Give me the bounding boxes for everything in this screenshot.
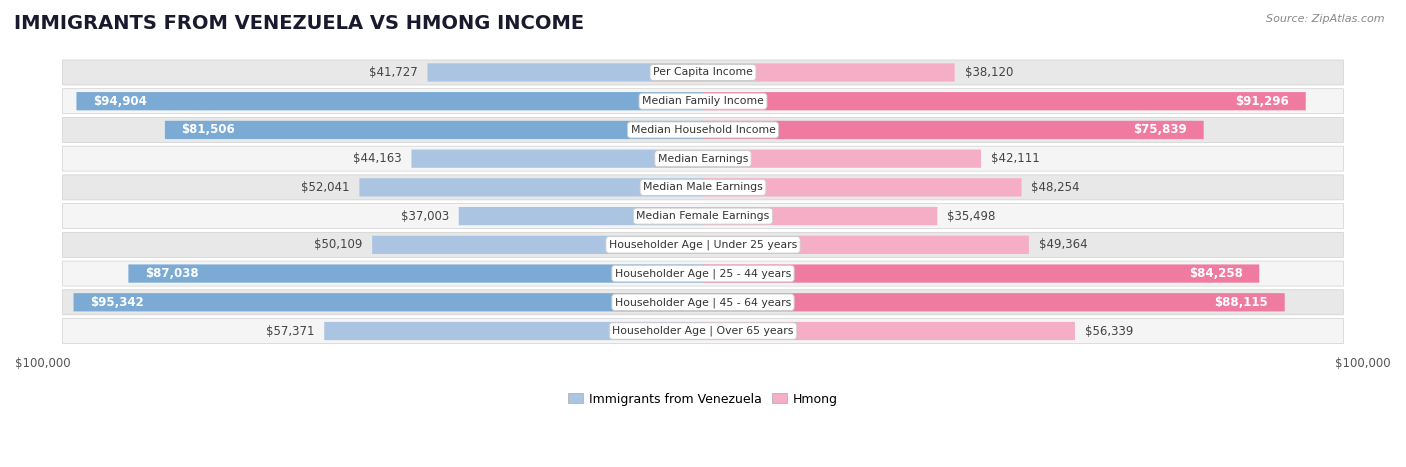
Text: Householder Age | 45 - 64 years: Householder Age | 45 - 64 years [614, 297, 792, 308]
Text: Householder Age | Under 25 years: Householder Age | Under 25 years [609, 240, 797, 250]
FancyBboxPatch shape [63, 233, 1343, 257]
Text: Median Household Income: Median Household Income [630, 125, 776, 135]
FancyBboxPatch shape [63, 89, 1343, 113]
FancyBboxPatch shape [76, 92, 703, 110]
FancyBboxPatch shape [165, 121, 703, 139]
FancyBboxPatch shape [427, 64, 703, 82]
Legend: Immigrants from Venezuela, Hmong: Immigrants from Venezuela, Hmong [562, 388, 844, 410]
Text: Median Male Earnings: Median Male Earnings [643, 183, 763, 192]
Text: IMMIGRANTS FROM VENEZUELA VS HMONG INCOME: IMMIGRANTS FROM VENEZUELA VS HMONG INCOM… [14, 14, 583, 33]
Text: $42,111: $42,111 [991, 152, 1039, 165]
Text: $48,254: $48,254 [1032, 181, 1080, 194]
Text: $94,904: $94,904 [93, 95, 146, 108]
FancyBboxPatch shape [412, 149, 703, 168]
Text: $87,038: $87,038 [145, 267, 198, 280]
FancyBboxPatch shape [703, 293, 1285, 311]
Text: $50,109: $50,109 [314, 238, 363, 251]
FancyBboxPatch shape [63, 290, 1343, 315]
Text: Median Family Income: Median Family Income [643, 96, 763, 106]
FancyBboxPatch shape [703, 236, 1029, 254]
FancyBboxPatch shape [703, 322, 1076, 340]
Text: $88,115: $88,115 [1215, 296, 1268, 309]
FancyBboxPatch shape [703, 178, 1022, 197]
FancyBboxPatch shape [63, 146, 1343, 171]
FancyBboxPatch shape [63, 60, 1343, 85]
Text: $95,342: $95,342 [90, 296, 143, 309]
FancyBboxPatch shape [703, 121, 1204, 139]
Text: $35,498: $35,498 [948, 210, 995, 223]
FancyBboxPatch shape [360, 178, 703, 197]
Text: $49,364: $49,364 [1039, 238, 1087, 251]
Text: $57,371: $57,371 [266, 325, 315, 338]
Text: $84,258: $84,258 [1189, 267, 1243, 280]
FancyBboxPatch shape [703, 207, 938, 225]
FancyBboxPatch shape [63, 204, 1343, 229]
FancyBboxPatch shape [703, 64, 955, 82]
Text: Median Earnings: Median Earnings [658, 154, 748, 163]
FancyBboxPatch shape [63, 117, 1343, 142]
Text: Median Female Earnings: Median Female Earnings [637, 211, 769, 221]
Text: Source: ZipAtlas.com: Source: ZipAtlas.com [1267, 14, 1385, 24]
FancyBboxPatch shape [703, 149, 981, 168]
FancyBboxPatch shape [128, 264, 703, 283]
FancyBboxPatch shape [73, 293, 703, 311]
FancyBboxPatch shape [373, 236, 703, 254]
FancyBboxPatch shape [458, 207, 703, 225]
Text: Householder Age | Over 65 years: Householder Age | Over 65 years [612, 326, 794, 336]
Text: $81,506: $81,506 [181, 123, 235, 136]
Text: $52,041: $52,041 [301, 181, 350, 194]
FancyBboxPatch shape [63, 175, 1343, 200]
Text: $75,839: $75,839 [1133, 123, 1187, 136]
Text: $38,120: $38,120 [965, 66, 1012, 79]
FancyBboxPatch shape [703, 264, 1260, 283]
Text: $37,003: $37,003 [401, 210, 449, 223]
Text: Householder Age | 25 - 44 years: Householder Age | 25 - 44 years [614, 269, 792, 279]
FancyBboxPatch shape [63, 318, 1343, 344]
Text: $41,727: $41,727 [368, 66, 418, 79]
FancyBboxPatch shape [63, 261, 1343, 286]
Text: $44,163: $44,163 [353, 152, 402, 165]
Text: Per Capita Income: Per Capita Income [652, 67, 754, 78]
Text: $56,339: $56,339 [1085, 325, 1133, 338]
FancyBboxPatch shape [703, 92, 1306, 110]
FancyBboxPatch shape [325, 322, 703, 340]
Text: $91,296: $91,296 [1236, 95, 1289, 108]
